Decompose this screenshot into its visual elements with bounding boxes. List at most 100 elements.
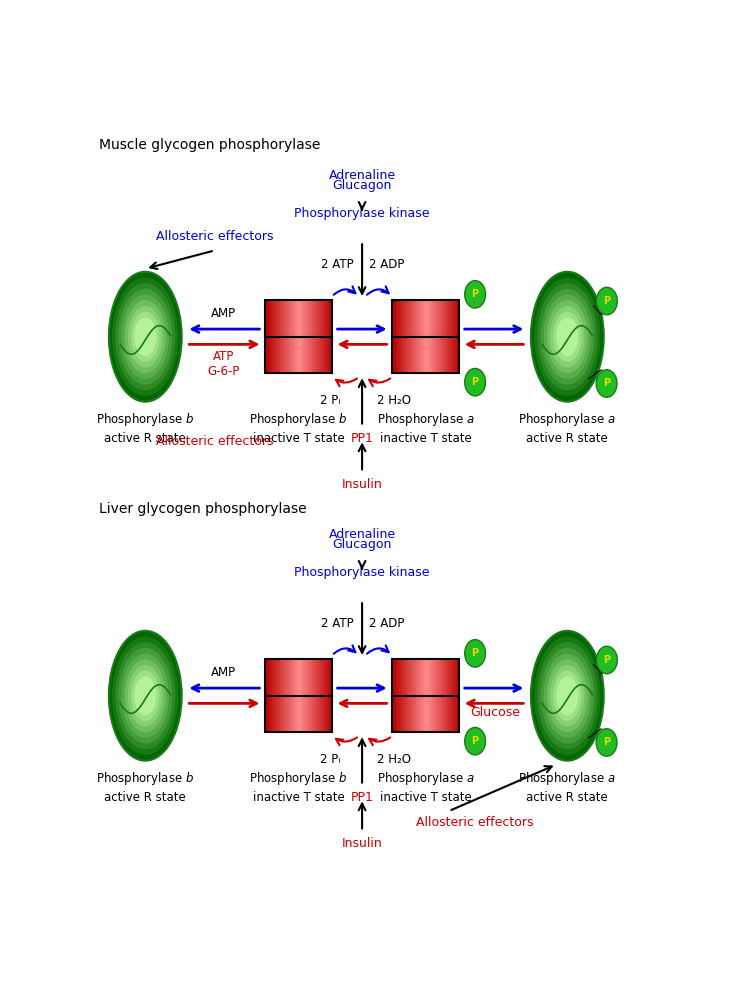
Bar [315,301,317,373]
Bar [449,301,451,373]
Bar [441,301,443,373]
Text: P: P [471,736,479,746]
Bar [392,660,395,732]
Text: Phosphorylase $b$
active R state: Phosphorylase $b$ active R state [96,411,195,444]
Ellipse shape [540,289,595,385]
Bar [448,660,450,732]
FancyArrowPatch shape [468,341,524,348]
Bar [424,660,426,732]
Bar [302,301,304,373]
Bar [445,301,448,373]
Bar [406,660,408,732]
FancyArrowPatch shape [465,684,521,691]
Ellipse shape [557,677,578,715]
Text: 2 Pᵢ: 2 Pᵢ [320,395,340,408]
Bar [275,660,278,732]
FancyArrowPatch shape [333,287,355,295]
Ellipse shape [557,317,578,356]
Text: Phosphorylase kinase: Phosphorylase kinase [295,565,430,579]
Bar [280,301,283,373]
Text: Glucose: Glucose [470,706,520,719]
Bar [452,301,454,373]
Bar [424,301,426,373]
Bar [328,301,330,373]
Ellipse shape [122,654,169,738]
Bar [322,301,324,373]
Bar [275,301,278,373]
Ellipse shape [112,278,178,396]
Text: Allosteric effectors: Allosteric effectors [416,816,533,829]
Text: P: P [603,737,610,748]
Text: Phosphorylase $b$
active R state: Phosphorylase $b$ active R state [96,770,195,804]
Bar [285,301,287,373]
Text: 2 H₂O: 2 H₂O [377,753,411,767]
Bar [287,660,289,732]
FancyArrowPatch shape [451,766,552,810]
Bar [421,660,423,732]
Bar [330,301,332,373]
Bar [290,301,292,373]
Bar [419,301,421,373]
Bar [327,660,329,732]
Text: Phosphorylase $a$
active R state: Phosphorylase $a$ active R state [518,770,616,804]
Bar [437,660,439,732]
Ellipse shape [125,301,166,373]
FancyArrowPatch shape [192,325,260,332]
Text: P: P [604,655,610,665]
Text: Glucagon: Glucagon [333,538,392,551]
Bar [292,660,294,732]
Ellipse shape [540,648,595,744]
Bar [398,301,400,373]
Text: Glucagon: Glucagon [333,179,392,191]
Bar [411,301,413,373]
Bar [434,301,436,373]
Bar [305,301,307,373]
Text: Phosphorylase $a$
active R state: Phosphorylase $a$ active R state [518,411,616,444]
Bar [298,301,301,373]
Bar [407,660,410,732]
FancyArrowPatch shape [369,379,390,386]
Bar [320,660,322,732]
Bar [399,660,401,732]
Bar [457,301,460,373]
Bar [295,301,298,373]
Text: 2 H₂O: 2 H₂O [377,395,411,408]
Bar [413,660,415,732]
Bar [392,660,459,732]
FancyArrowPatch shape [150,251,212,269]
FancyArrowPatch shape [359,444,366,469]
Bar [297,301,299,373]
Text: PP1: PP1 [351,432,374,444]
Ellipse shape [119,648,172,744]
Text: Insulin: Insulin [342,836,383,850]
Bar [416,660,418,732]
Bar [433,301,435,373]
Bar [426,660,428,732]
Circle shape [596,729,617,756]
Bar [315,660,317,732]
Ellipse shape [115,642,175,749]
Ellipse shape [537,283,598,390]
Bar [417,660,419,732]
Bar [292,301,294,373]
Bar [328,660,330,732]
FancyArrowPatch shape [359,380,366,424]
Bar [411,660,413,732]
Bar [270,301,272,373]
Ellipse shape [547,660,588,732]
Bar [269,301,271,373]
Bar [448,301,450,373]
Bar [444,301,446,373]
Bar [401,660,403,732]
Bar [274,660,276,732]
Text: 2 ADP: 2 ADP [369,617,404,631]
Text: Phosphorylase kinase: Phosphorylase kinase [295,207,430,220]
Bar [457,660,460,732]
Text: Liver glycogen phosphorylase: Liver glycogen phosphorylase [99,503,307,517]
Bar [313,301,316,373]
Circle shape [465,368,486,396]
Ellipse shape [125,660,166,732]
Bar [427,301,430,373]
Bar [313,660,316,732]
Bar [293,660,295,732]
